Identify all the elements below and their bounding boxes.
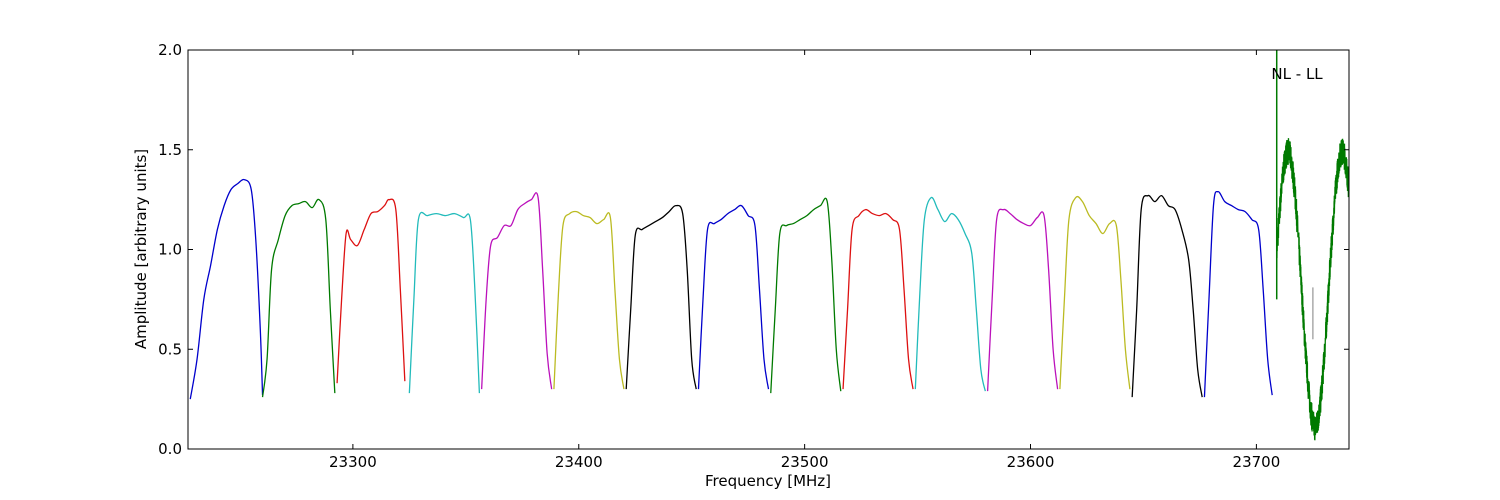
series-line-11 <box>914 196 986 392</box>
y-tick-label: 0.5 <box>158 340 182 358</box>
series-line-2 <box>261 198 336 398</box>
x-tick-label: 23300 <box>329 453 377 471</box>
x-tick-label: 23700 <box>1233 453 1281 471</box>
x-tick-label: 23600 <box>1007 453 1055 471</box>
series-line-4 <box>408 211 481 394</box>
ticks-layer: 23300 23400 23500 23600 23700 0.0 0.5 1.0 1.5 2.0 <box>158 41 1349 471</box>
y-axis-label: Amplitude [arbitrary units] <box>132 149 150 349</box>
series-line-6 <box>553 210 625 390</box>
series-line-10 <box>842 208 914 390</box>
series-line-9 <box>770 197 842 394</box>
oscillation-line <box>1276 138 1349 441</box>
x-tick-label: 23400 <box>555 453 603 471</box>
x-axis-label: Frequency [MHz] <box>705 472 831 490</box>
series-line-3 <box>336 198 406 384</box>
series-line-1 <box>189 178 264 400</box>
series-line-15 <box>1203 190 1273 398</box>
series-line-12 <box>986 208 1059 392</box>
x-tick-label: 23500 <box>781 453 829 471</box>
series-layer <box>189 50 1349 441</box>
y-tick-label: 0.0 <box>158 440 182 458</box>
series-line-5 <box>480 192 553 390</box>
y-tick-label: 2.0 <box>158 41 182 59</box>
series-line-14 <box>1131 194 1203 398</box>
series-line-8 <box>697 204 770 390</box>
series-line-7 <box>625 204 697 390</box>
y-tick-label: 1.5 <box>158 141 182 159</box>
annotation-label: NL - LL <box>1271 65 1323 83</box>
series-line-13 <box>1059 195 1131 390</box>
y-tick-label: 1.0 <box>158 241 182 259</box>
